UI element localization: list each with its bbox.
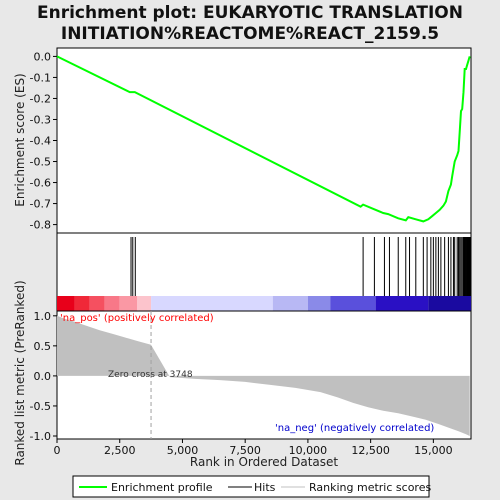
- metric-xlabel: Rank in Ordered Dataset: [190, 455, 338, 469]
- colorbar-segment: [119, 296, 138, 311]
- es-ytick-label: -0.8: [30, 219, 51, 232]
- metric-ytick-label: 1.0: [34, 310, 52, 323]
- colorbar-segment: [104, 296, 120, 311]
- es-ytick-label: -0.4: [30, 135, 51, 148]
- colorbar-segment: [89, 296, 105, 311]
- neg-label: 'na_neg' (negatively correlated): [275, 423, 434, 434]
- rank-colorbar: [57, 296, 471, 311]
- colorbar-segment: [330, 296, 376, 311]
- xtick-label: 2,500: [104, 444, 136, 457]
- colorbar-segment: [74, 296, 90, 311]
- xtick-label: 5,000: [167, 444, 199, 457]
- chart-title-line1: Enrichment plot: EUKARYOTIC TRANSLATION: [37, 3, 463, 23]
- metric-ytick-label: -1.0: [30, 430, 51, 443]
- es-ytick-label: 0.0: [34, 50, 52, 63]
- es-ytick-label: -0.3: [30, 113, 51, 126]
- xtick-label: 0: [54, 444, 61, 457]
- es-ytick-label: -0.7: [30, 198, 51, 211]
- xtick-label: 12,500: [351, 444, 390, 457]
- es-ylabel: Enrichment score (ES): [13, 73, 27, 206]
- es-ytick-label: -0.2: [30, 92, 51, 105]
- colorbar-segment: [137, 296, 152, 311]
- es-ytick-label: -0.1: [30, 71, 51, 84]
- chart-title-line2: INITIATION%REACTOME%REACT_2159.5: [60, 24, 440, 44]
- xtick-label: 15,000: [414, 444, 453, 457]
- metric-ytick-label: 0.0: [34, 370, 52, 383]
- colorbar-segment: [151, 296, 273, 311]
- es-ytick-label: -0.6: [30, 177, 51, 190]
- colorbar-segment: [307, 296, 331, 311]
- xtick-label: 10,000: [289, 444, 328, 457]
- colorbar-segment: [57, 296, 75, 311]
- es-ytick-label: -0.5: [30, 156, 51, 169]
- colorbar-segment: [428, 296, 471, 311]
- legend-hits: Hits: [254, 481, 276, 494]
- legend-ranking-metric: Ranking metric scores: [309, 481, 431, 494]
- es-panel: [56, 47, 472, 234]
- metric-ytick-label: -0.5: [30, 400, 51, 413]
- metric-ytick-label: 0.5: [34, 340, 52, 353]
- colorbar-segment: [375, 296, 429, 311]
- colorbar-segment: [272, 296, 308, 311]
- metric-ylabel: Ranked list metric (PreRanked): [13, 280, 27, 465]
- zero-cross-label: Zero cross at 3748: [108, 370, 193, 380]
- pos-label: 'na_pos' (positively correlated): [60, 313, 214, 324]
- enrichment-profile-line: [56, 55, 471, 223]
- legend-enrichment-profile: Enrichment profile: [111, 481, 213, 494]
- ranking-metric-area: [57, 315, 470, 436]
- hits: [130, 237, 471, 296]
- xtick-label: 7,500: [229, 444, 261, 457]
